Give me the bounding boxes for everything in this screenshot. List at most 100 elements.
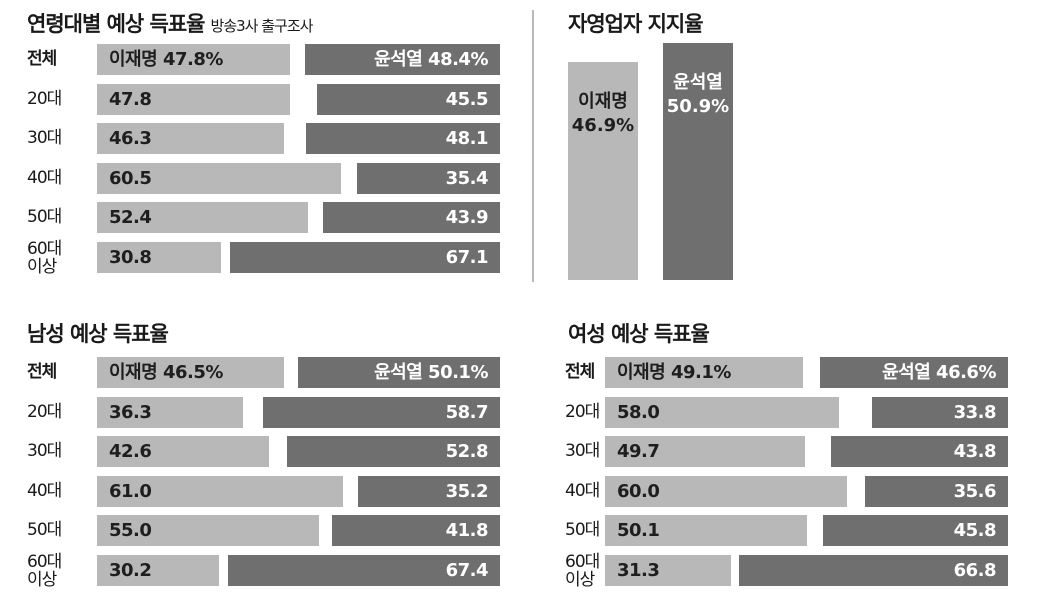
- bar-series-b: [228, 554, 500, 586]
- age-chart-title-wrap: 연령대별 예상 득표율 방송3사 출구조사: [27, 8, 314, 38]
- bar-series-b: [871, 396, 1008, 428]
- row-label: 20대: [27, 88, 62, 109]
- bar-value-a: 46.3: [109, 128, 152, 149]
- bar-value-b: 41.8: [445, 520, 489, 541]
- bar-series-b: [298, 357, 500, 388]
- age-vote-chart: 연령대별 예상 득표율 방송3사 출구조사 전체 이재명 47.8% 윤석열 48.4…: [0, 0, 510, 290]
- row-label: 30대: [565, 441, 600, 461]
- bar-series-b: [331, 515, 500, 546]
- bar-value-a: 30.2: [109, 559, 152, 581]
- self-employed-title-wrap: 자영업자 지지율: [568, 8, 704, 38]
- bar-value-a: 60.5: [109, 167, 152, 189]
- bar-series-a: [97, 396, 244, 428]
- bar-series-a: [97, 554, 219, 586]
- vbar-label: 윤석열 50.9%: [666, 72, 730, 118]
- bar-value-b: 35.2: [445, 480, 489, 502]
- row-label: 50대: [27, 520, 62, 540]
- bar-series-b: [304, 44, 500, 75]
- bar-series-a: [97, 44, 290, 75]
- bar-value-a: 36.3: [109, 401, 152, 423]
- bar-value-b: 윤석열 46.6%: [882, 362, 996, 383]
- bar-series-b: [864, 475, 1008, 507]
- vbar-lee: 이재명 46.9%: [568, 61, 638, 280]
- bar-series-a: [97, 123, 284, 154]
- row-label: 20대: [27, 401, 62, 422]
- bar-series-a: [97, 515, 319, 546]
- row-label: 50대: [565, 520, 600, 540]
- male-chart-title: 남성 예상 득표율: [27, 322, 169, 346]
- bar-series-a: [605, 554, 732, 586]
- bar-value-a: 30.8: [109, 246, 152, 268]
- bar-series-a: [97, 475, 343, 507]
- bar-series-b: [358, 475, 500, 507]
- bar-series-b: [738, 554, 1008, 586]
- bar-value-a: 이재명 49.1%: [617, 362, 731, 383]
- bar-value-a: 42.6: [109, 441, 152, 462]
- bar-value-b: 66.8: [953, 559, 997, 581]
- row-label: 40대: [565, 480, 600, 501]
- bar-series-a: [97, 357, 285, 388]
- bar-value-a: 49.7: [617, 441, 660, 462]
- bar-series-b: [306, 123, 500, 154]
- bar-value-b: 35.6: [953, 480, 997, 502]
- vbar-label: 이재명 46.9%: [571, 90, 635, 136]
- bar-value-a: 52.4: [109, 207, 152, 228]
- bar-series-b: [820, 357, 1008, 388]
- male-chart-title-wrap: 남성 예상 득표율: [27, 318, 169, 348]
- row-label: 50대: [27, 207, 62, 227]
- bar-value-b: 윤석열 50.1%: [374, 362, 488, 383]
- bar-value-a: 이재명 46.5%: [109, 362, 223, 383]
- bar-series-a: [605, 475, 847, 507]
- bar-value-b: 52.8: [445, 441, 489, 462]
- bar-series-b: [831, 436, 1008, 467]
- bar-series-a: [605, 357, 803, 388]
- bar-value-b: 48.1: [445, 128, 489, 149]
- vbar-yoon: 윤석열 50.9%: [663, 43, 733, 280]
- bar-series-a: [97, 202, 309, 233]
- bar-value-b: 35.4: [445, 167, 489, 189]
- bar-series-a: [97, 241, 222, 273]
- bar-value-a: 60.0: [617, 480, 660, 502]
- age-chart-subtitle: 방송3사 출구조사: [210, 17, 314, 35]
- row-label: 30대: [27, 128, 62, 148]
- bar-series-b: [287, 436, 500, 467]
- bar-value-b: 33.8: [953, 401, 997, 423]
- vertical-divider: [532, 10, 534, 282]
- bar-series-b: [263, 396, 500, 428]
- bar-value-b: 58.7: [445, 401, 489, 423]
- bar-series-a: [97, 436, 269, 467]
- bar-series-a: [97, 83, 290, 115]
- row-label: 60대 이상: [27, 238, 62, 277]
- bar-series-b: [316, 83, 500, 115]
- self-employed-title: 자영업자 지지율: [568, 12, 704, 36]
- row-label: 30대: [27, 441, 62, 461]
- row-label: 60대 이상: [27, 551, 62, 590]
- bar-series-a: [605, 515, 807, 546]
- bar-value-a: 31.3: [617, 559, 660, 581]
- row-label: 60대 이상: [565, 551, 600, 590]
- row-label: 40대: [27, 480, 62, 501]
- bar-value-a: 61.0: [109, 480, 152, 502]
- bar-series-a: [605, 436, 806, 467]
- self-employed-chart: 자영업자 지지율 이재명 46.9% 윤석열 50.9%: [535, 0, 745, 290]
- bar-value-b: 67.4: [445, 559, 489, 581]
- row-label: 전체: [27, 362, 57, 382]
- bar-value-b: 45.5: [445, 88, 489, 110]
- bar-series-a: [605, 396, 839, 428]
- row-label: 전체: [565, 362, 595, 382]
- bar-value-b: 67.1: [445, 246, 489, 268]
- bar-value-b: 43.9: [445, 207, 489, 228]
- male-vote-chart: 남성 예상 득표율 전체 이재명 46.5% 윤석열 50.1% 20대 36.3 58.…: [0, 310, 510, 608]
- age-chart-title: 연령대별 예상 득표율: [27, 12, 206, 36]
- bar-value-a: 55.0: [109, 520, 152, 541]
- bar-value-a: 50.1: [617, 520, 660, 541]
- row-label: 40대: [27, 167, 62, 188]
- female-chart-title-wrap: 여성 예상 득표율: [568, 318, 710, 348]
- row-label: 전체: [27, 49, 57, 69]
- bar-value-a: 이재명 47.8%: [109, 49, 223, 70]
- bar-series-b: [823, 515, 1008, 546]
- bar-series-b: [357, 162, 500, 194]
- bar-value-b: 43.8: [953, 441, 997, 462]
- bar-value-b: 45.8: [953, 520, 997, 541]
- bar-series-a: [97, 162, 341, 194]
